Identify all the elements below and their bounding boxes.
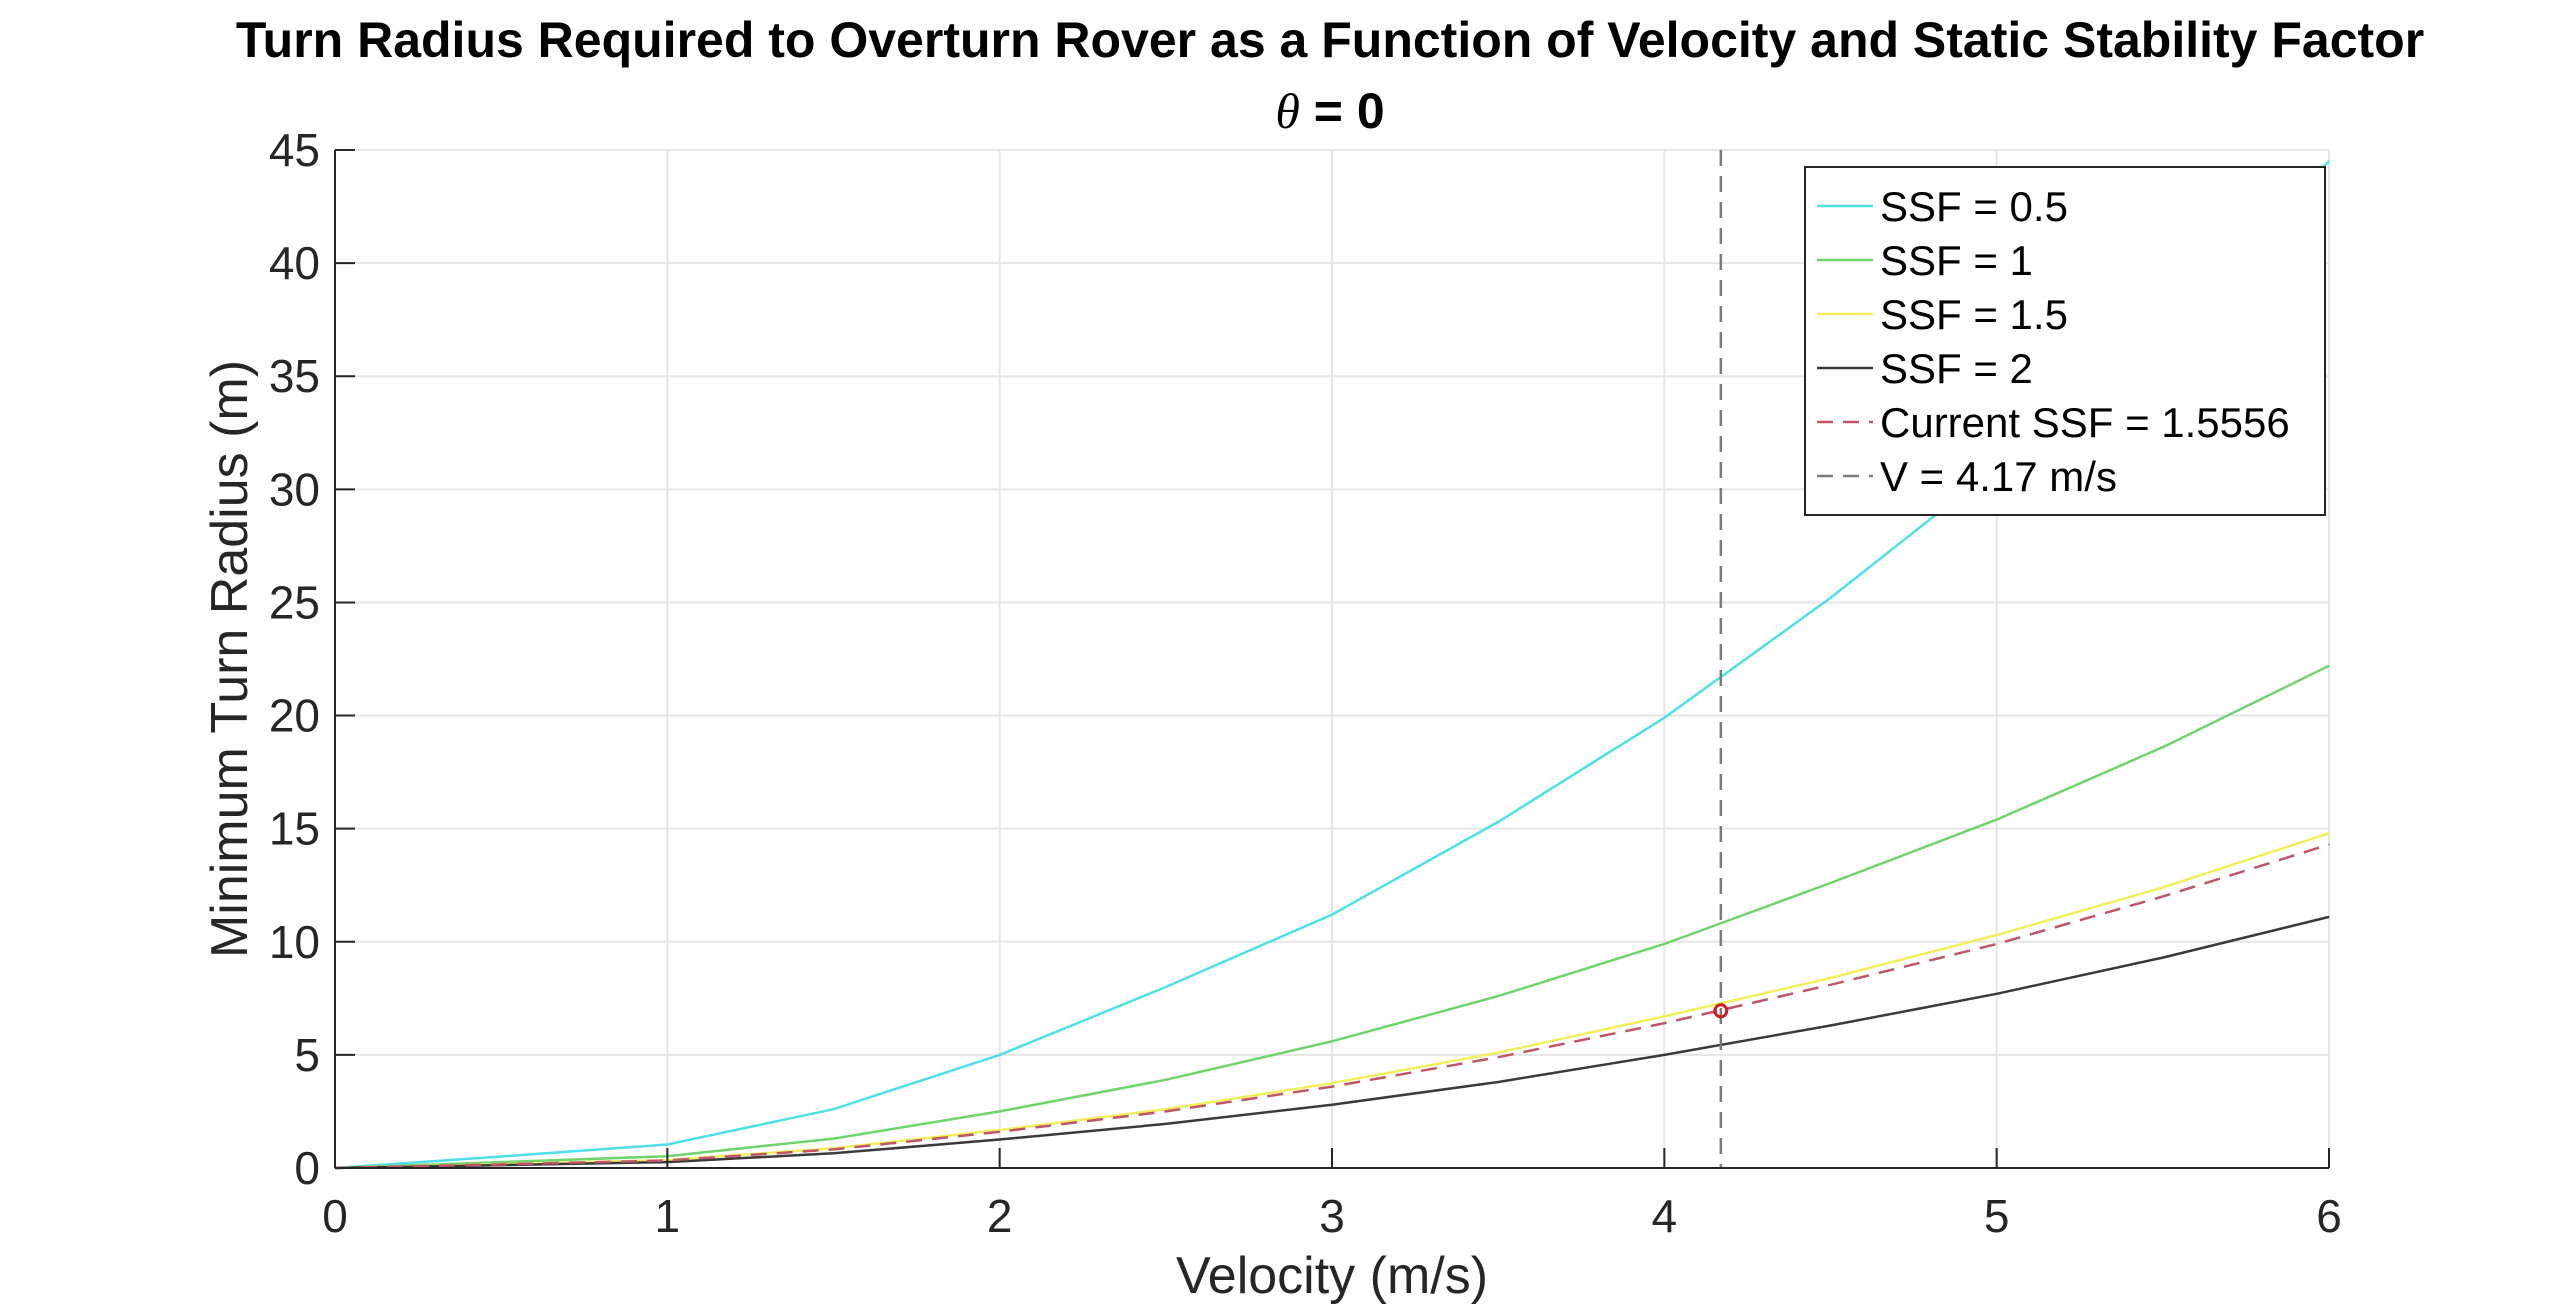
y-tick-labels: 0 5 10 15 20 25 30 35 40 45 (269, 124, 320, 1194)
data-point-s4-3 (832, 1148, 835, 1151)
data-point-s3-7 (1497, 1081, 1499, 1083)
data-point-s4-10 (1996, 943, 1998, 945)
data-point-s1-1 (500, 1161, 502, 1163)
data-point-s3-10 (1996, 993, 1998, 995)
y-tick-label: 20 (269, 690, 320, 742)
data-point-s1-8 (1663, 943, 1665, 945)
data-point-s0-5 (1165, 986, 1167, 988)
chart-subtitle: θ = 0 (1275, 83, 1384, 139)
y-tick-label: 40 (269, 237, 320, 289)
data-point-s1-5 (1165, 1079, 1167, 1081)
chart-title: Turn Radius Required to Overturn Rover a… (236, 12, 2424, 68)
data-point-s1-10 (1996, 819, 1998, 821)
legend-label-3: SSF = 2 (1880, 345, 2033, 392)
y-tick-label: 30 (269, 463, 320, 515)
data-point-s4-1 (500, 1163, 502, 1165)
legend: SSF = 0.5 SSF = 1 SSF = 1.5 SSF = 2 Current … (1804, 166, 2326, 516)
data-point-s0-7 (1497, 821, 1499, 823)
y-axis-label: Minimum Turn Radius (m) (201, 360, 259, 958)
x-tick-label: 3 (1319, 1190, 1345, 1242)
y-tick-label: 45 (269, 124, 320, 176)
data-point-s1-3 (832, 1137, 835, 1140)
current-point-marker (1713, 1003, 1729, 1019)
data-point-s3-8 (1663, 1054, 1665, 1056)
subtitle-symbol: θ (1275, 83, 1300, 139)
y-tick-label: 0 (294, 1142, 320, 1194)
data-point-s3-5 (1165, 1123, 1167, 1125)
legend-label-1: SSF = 1 (1880, 237, 2033, 284)
data-point-s0-2 (666, 1143, 668, 1146)
data-point-s3-12 (2328, 916, 2330, 918)
data-point-s4-7 (1497, 1056, 1499, 1058)
data-point-s4-12 (2328, 843, 2330, 846)
data-point-s4-5 (1165, 1110, 1167, 1113)
data-point-s1-11 (2162, 746, 2164, 748)
data-point-s0-1 (500, 1155, 502, 1158)
data-point-s4-8 (1663, 1022, 1665, 1024)
x-tick-label: 1 (655, 1190, 681, 1242)
subtitle-value: = 0 (1300, 83, 1385, 139)
data-point-s2-10 (1996, 934, 1998, 936)
x-tick-label: 5 (1984, 1190, 2010, 1242)
legend-label-4: Current SSF = 1.5556 (1880, 399, 2290, 446)
x-tick-label: 6 (2316, 1190, 2342, 1242)
legend-label-0: SSF = 0.5 (1880, 183, 2068, 230)
data-point-s0-9 (1829, 597, 1832, 599)
data-point-s4-6 (1331, 1085, 1333, 1088)
data-point-s0-4 (999, 1054, 1001, 1056)
data-point-s1-7 (1497, 995, 1499, 997)
legend-label-2: SSF = 1.5 (1880, 291, 2068, 338)
y-tick-label: 25 (269, 576, 320, 628)
data-point-s0-12 (2328, 160, 2330, 162)
data-point-s1-4 (999, 1110, 1001, 1113)
y-tick-label: 35 (269, 350, 320, 402)
y-tick-label: 5 (294, 1029, 320, 1081)
y-tick-label: 10 (269, 916, 320, 968)
data-point-s2-9 (1829, 977, 1832, 979)
data-point-s4-11 (2162, 895, 2164, 898)
x-tick-label: 4 (1652, 1190, 1678, 1242)
data-point-s3-9 (1829, 1024, 1832, 1027)
data-point-s1-6 (1331, 1040, 1333, 1042)
data-point-s1-12 (2328, 665, 2330, 667)
data-point-s2-7 (1497, 1052, 1499, 1054)
data-point-s2-4 (999, 1129, 1001, 1131)
axes (334, 149, 2330, 1169)
data-point-s0-3 (832, 1108, 835, 1110)
x-tick-labels: 0 1 2 3 4 5 6 (322, 1190, 2342, 1242)
data-point-s1-9 (1829, 882, 1832, 884)
legend-label-5: V = 4.17 m/s (1880, 453, 2117, 500)
data-point-s2-8 (1663, 1015, 1665, 1018)
data-point-s3-6 (1331, 1104, 1333, 1106)
data-point-s3-4 (999, 1138, 1001, 1141)
x-axis-label: Velocity (m/s) (1176, 1247, 1488, 1304)
legend-box (1804, 166, 2326, 516)
y-tick-label: 15 (269, 803, 320, 855)
data-point-s2-11 (2162, 886, 2164, 889)
data-point-s2-6 (1331, 1082, 1333, 1084)
data-point-s3-11 (2162, 957, 2164, 959)
data-point-s2-12 (2328, 832, 2330, 834)
data-point-s0-6 (1331, 914, 1333, 916)
x-tick-label: 0 (322, 1190, 348, 1242)
data-point-s0-8 (1663, 717, 1665, 719)
data-point-s2-5 (1165, 1108, 1167, 1110)
data-point-s4-9 (1829, 984, 1832, 986)
data-point-s3-3 (832, 1152, 835, 1154)
data-point-s4-4 (999, 1131, 1001, 1133)
x-tick-label: 2 (987, 1190, 1013, 1242)
